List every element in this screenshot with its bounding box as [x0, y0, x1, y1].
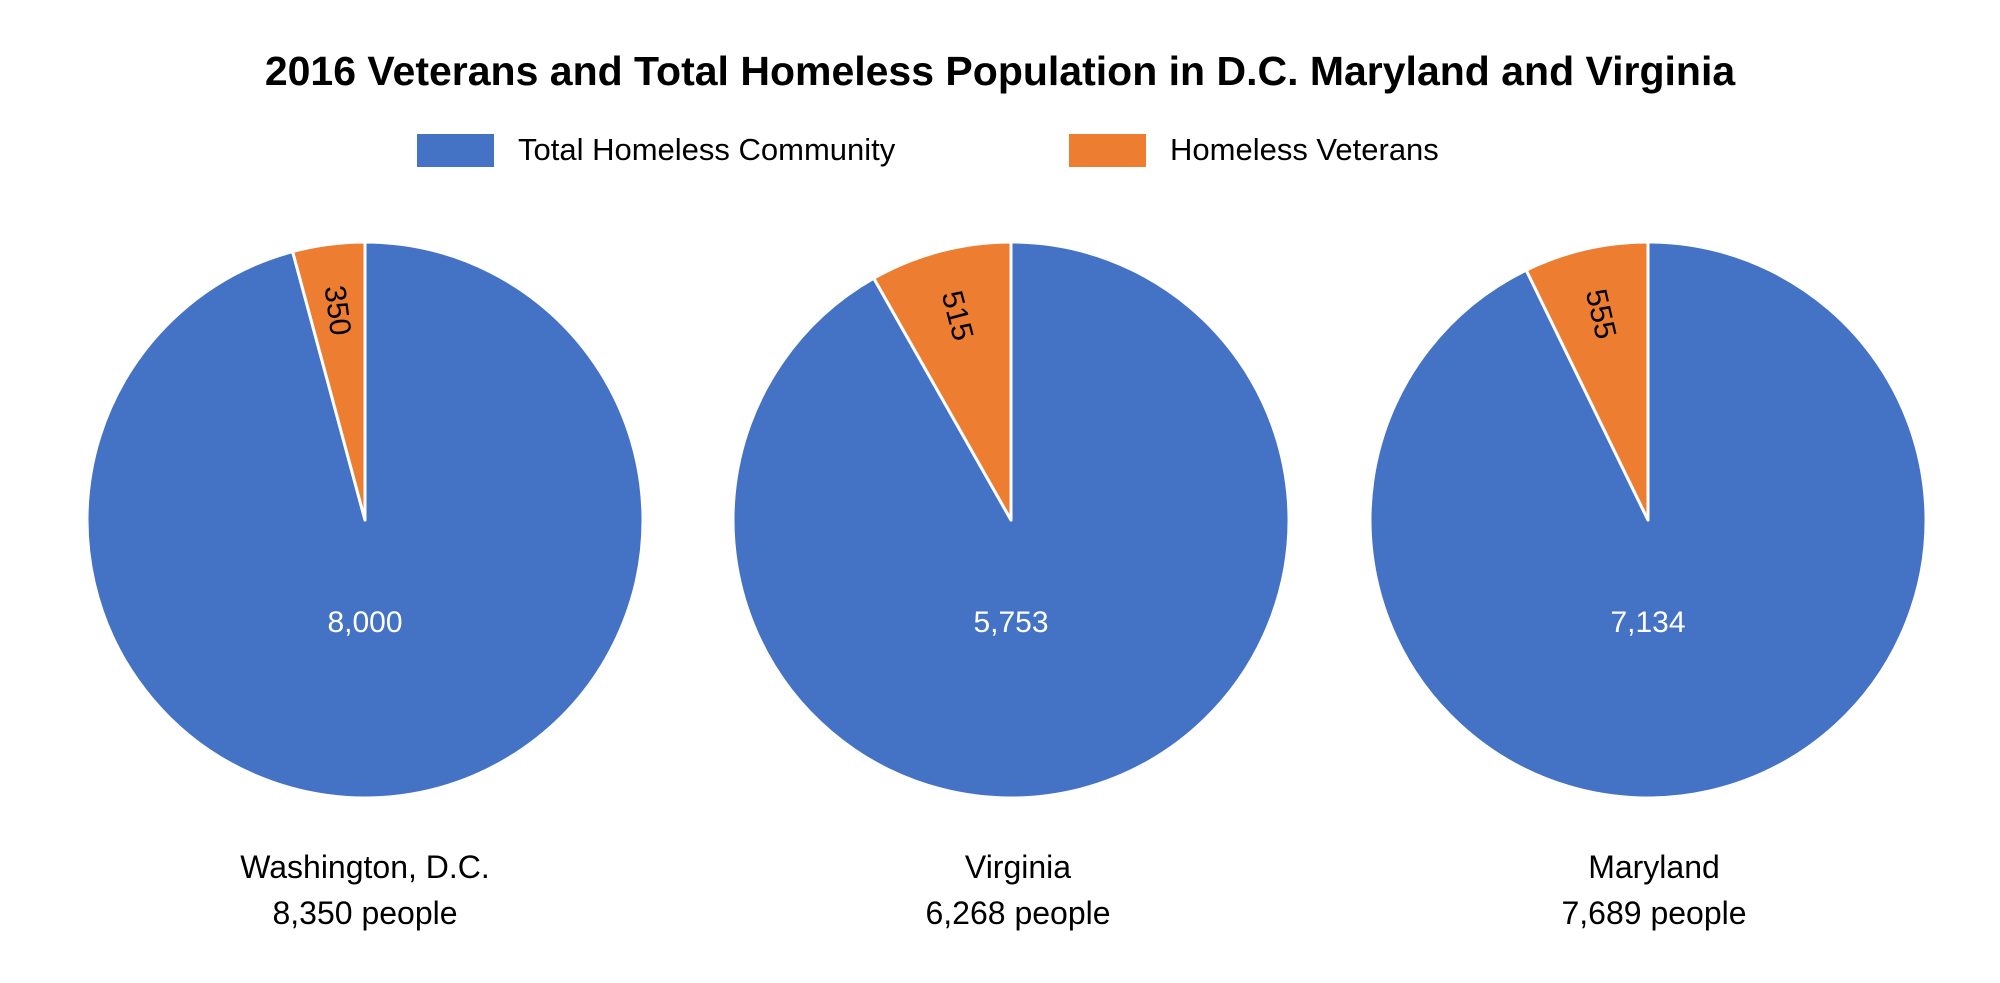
pie-caption-virginia: Virginia 6,268 people — [768, 844, 1268, 936]
legend-swatch-veterans — [1069, 133, 1146, 167]
legend-swatch-total — [417, 133, 494, 167]
pie-name: Virginia — [964, 849, 1072, 885]
data-label-total: 8,000 — [327, 606, 402, 639]
pie-slice-veterans — [1524, 240, 1650, 522]
pie-total: 8,350 people — [272, 895, 458, 931]
pie-slice-veterans — [872, 240, 1013, 522]
pie-total: 7,689 people — [1561, 895, 1747, 931]
legend-label-veterans: Homeless Veterans — [1170, 132, 1439, 167]
legend-label-total: Total Homeless Community — [518, 132, 896, 167]
legend-item-total: Total Homeless Community — [417, 132, 895, 168]
pie-name: Maryland — [1588, 849, 1720, 885]
data-label-total: 7,134 — [1610, 606, 1685, 639]
pie-caption-dc: Washington, D.C. 8,350 people — [115, 844, 615, 936]
pie-slice-veterans — [291, 240, 367, 522]
data-label-total: 5,753 — [973, 606, 1048, 639]
chart-title: 2016 Veterans and Total Homeless Populat… — [264, 48, 1736, 94]
pie-total: 6,268 people — [925, 895, 1111, 931]
pie-caption-maryland: Maryland 7,689 people — [1404, 844, 1904, 936]
data-label-veterans: 350 — [318, 284, 357, 338]
pie-name: Washington, D.C. — [240, 849, 490, 885]
legend-item-veterans: Homeless Veterans — [1069, 132, 1439, 168]
